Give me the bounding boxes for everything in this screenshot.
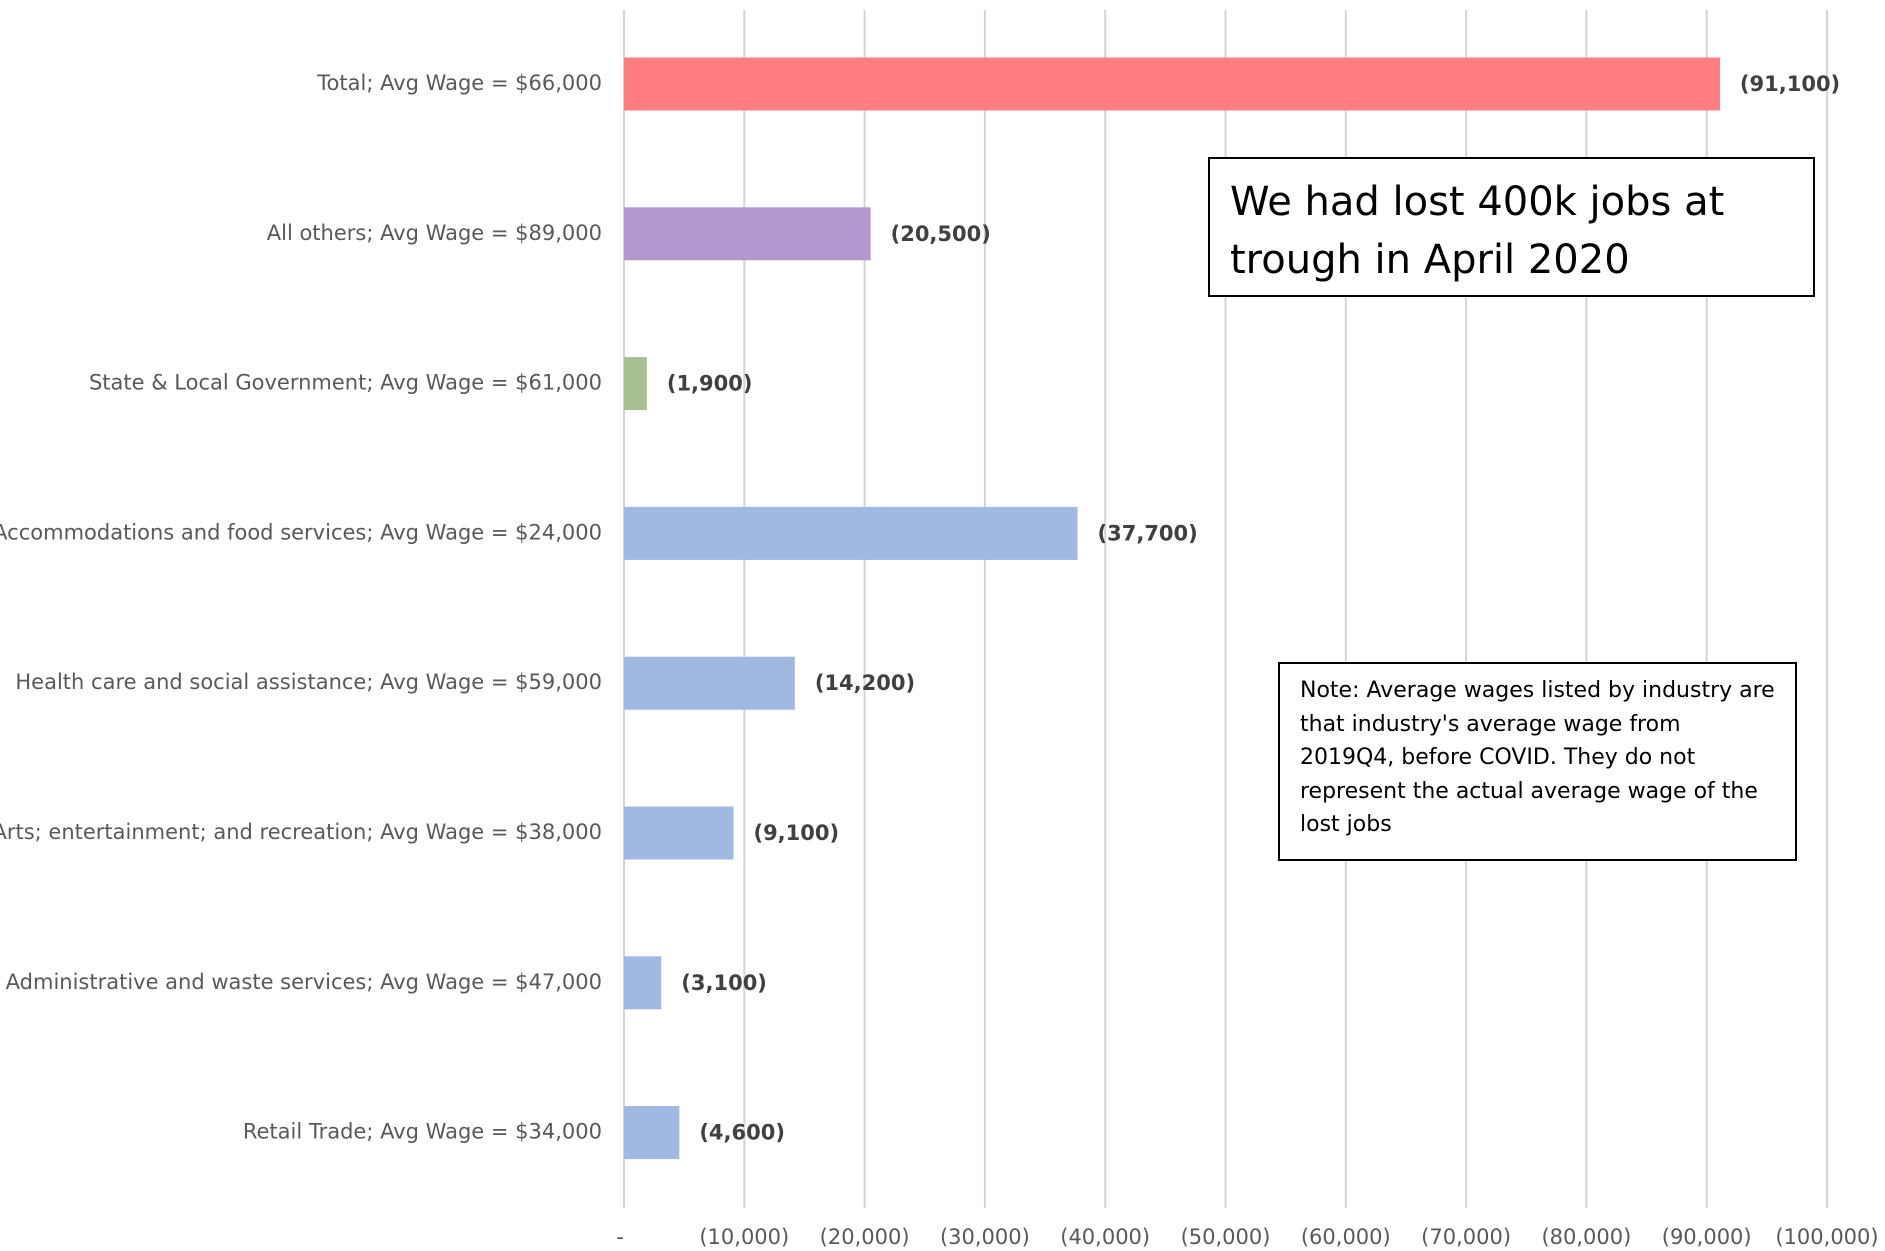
- y-tick-label: All others; Avg Wage = $89,000: [267, 221, 602, 245]
- x-tick-label: -: [616, 1225, 624, 1249]
- y-tick-label: Retail Trade; Avg Wage = $34,000: [243, 1120, 602, 1144]
- x-tick-label: (20,000): [820, 1225, 910, 1249]
- value-label: (37,700): [1098, 521, 1198, 545]
- bar: [624, 357, 647, 411]
- y-tick-label: Health care and social assistance; Avg W…: [15, 670, 602, 694]
- x-tick-label: (70,000): [1421, 1225, 1511, 1249]
- bar: [624, 656, 795, 710]
- bar: [624, 806, 734, 860]
- x-tick-label: (90,000): [1662, 1225, 1752, 1249]
- value-label: (4,600): [699, 1121, 785, 1145]
- value-label: (91,100): [1740, 72, 1840, 96]
- value-label: (3,100): [681, 971, 767, 995]
- x-tick-label: (30,000): [940, 1225, 1030, 1249]
- y-tick-label: Administrative and waste services; Avg W…: [6, 970, 602, 994]
- bar: [624, 207, 871, 261]
- x-tick-label: (50,000): [1181, 1225, 1271, 1249]
- bar: [624, 506, 1078, 560]
- value-label: (14,200): [815, 671, 915, 695]
- y-tick-label: State & Local Government; Avg Wage = $61…: [89, 371, 602, 395]
- y-tick-label: Total; Avg Wage = $66,000: [316, 71, 602, 95]
- bar: [624, 956, 662, 1010]
- annotation-box: We had lost 400k jobs at trough in April…: [1208, 157, 1815, 297]
- value-label: (9,100): [753, 821, 839, 845]
- x-tick-label: (60,000): [1301, 1225, 1391, 1249]
- x-tick-label: (40,000): [1060, 1225, 1150, 1249]
- annotation-text: We had lost 400k jobs at trough in April…: [1208, 157, 1815, 297]
- y-tick-label: Arts; entertainment; and recreation; Avg…: [0, 820, 602, 844]
- y-tick-label: Accommodations and food services; Avg Wa…: [0, 520, 602, 544]
- value-label: (20,500): [891, 222, 991, 246]
- x-tick-label: (10,000): [699, 1225, 789, 1249]
- note-box: Note: Average wages listed by industry a…: [1278, 662, 1797, 861]
- value-label: (1,900): [667, 372, 753, 396]
- note-text: Note: Average wages listed by industry a…: [1278, 662, 1797, 861]
- bar: [624, 57, 1720, 111]
- x-tick-label: (80,000): [1541, 1225, 1631, 1249]
- bar: [624, 1106, 680, 1160]
- x-tick-label: (100,000): [1775, 1225, 1878, 1249]
